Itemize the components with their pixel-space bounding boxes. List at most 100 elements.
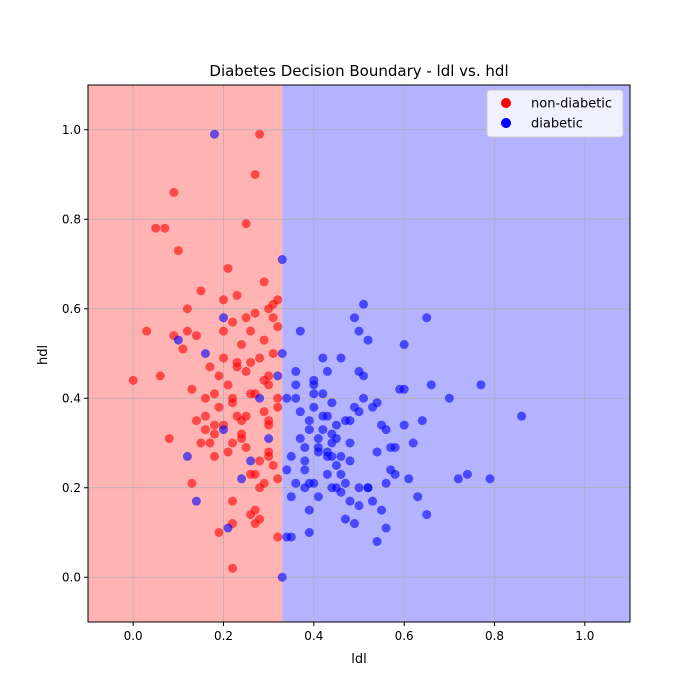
- legend: non-diabetic diabetic: [486, 89, 624, 138]
- legend-marker-diabetic: [501, 118, 511, 128]
- data-point-diabetic-67: [322, 366, 332, 376]
- data-point-non-diabetic-0: [128, 375, 138, 385]
- data-point-diabetic-25: [349, 313, 359, 323]
- data-point-diabetic-85: [372, 398, 382, 408]
- data-point-diabetic-86: [381, 478, 391, 488]
- data-point-non-diabetic-30: [209, 451, 219, 461]
- data-point-diabetic-52: [309, 389, 319, 399]
- data-point-diabetic-40: [417, 416, 427, 426]
- data-point-diabetic-104: [291, 380, 301, 390]
- data-point-non-diabetic-68: [228, 438, 238, 448]
- data-point-diabetic-12: [291, 393, 301, 403]
- data-point-diabetic-76: [291, 366, 301, 376]
- data-point-non-diabetic-6: [187, 384, 197, 394]
- data-point-diabetic-38: [408, 438, 418, 448]
- data-point-non-diabetic-74: [214, 528, 224, 537]
- y-tick-label: 0.6: [62, 302, 81, 316]
- data-point-non-diabetic-8: [200, 425, 210, 435]
- data-point-diabetic-106: [313, 442, 323, 452]
- data-point-non-diabetic-40: [200, 411, 210, 421]
- data-point-diabetic-43: [444, 393, 454, 403]
- data-point-diabetic-50: [291, 478, 301, 488]
- series-diabetic: [173, 129, 527, 582]
- data-point-diabetic-75: [277, 572, 287, 582]
- data-point-diabetic-3: [219, 313, 228, 323]
- data-point-diabetic-56: [345, 496, 355, 506]
- data-point-non-diabetic-49: [187, 478, 197, 488]
- data-point-diabetic-79: [318, 425, 328, 435]
- data-point-diabetic-74: [386, 442, 396, 452]
- data-point-non-diabetic-62: [241, 442, 251, 452]
- data-point-non-diabetic-85: [232, 362, 242, 372]
- data-point-diabetic-48: [517, 411, 527, 421]
- data-point-non-diabetic-9: [205, 362, 215, 372]
- data-point-diabetic-73: [377, 505, 387, 515]
- data-point-diabetic-55: [336, 469, 346, 479]
- series-non-diabetic: [128, 129, 283, 573]
- data-point-diabetic-60: [381, 425, 391, 435]
- data-point-non-diabetic-92: [264, 371, 274, 381]
- data-point-diabetic-100: [327, 438, 337, 448]
- legend-label-diabetic: diabetic: [531, 117, 583, 132]
- data-point-diabetic-119: [200, 349, 210, 358]
- plot-frame: [87, 84, 631, 623]
- data-point-diabetic-0: [173, 335, 183, 345]
- data-point-non-diabetic-88: [241, 313, 251, 323]
- data-point-diabetic-30: [372, 536, 382, 546]
- x-tick-label: 0.6: [395, 629, 414, 643]
- data-point-diabetic-51: [300, 442, 310, 452]
- data-point-non-diabetic-86: [250, 469, 260, 479]
- data-point-diabetic-105: [304, 416, 314, 426]
- data-point-non-diabetic-90: [273, 532, 283, 542]
- data-point-non-diabetic-55: [255, 129, 265, 139]
- data-point-diabetic-117: [322, 447, 332, 457]
- data-point-non-diabetic-79: [268, 460, 278, 470]
- legend-marker-non-diabetic: [501, 98, 511, 108]
- data-point-non-diabetic-65: [268, 349, 278, 358]
- data-point-diabetic-23: [340, 514, 350, 524]
- data-point-diabetic-8: [264, 434, 274, 444]
- x-tick-label: 0.4: [304, 629, 323, 643]
- data-point-non-diabetic-69: [237, 429, 247, 439]
- data-point-non-diabetic-11: [219, 295, 228, 305]
- data-point-diabetic-4: [223, 523, 233, 533]
- data-point-non-diabetic-26: [259, 277, 269, 287]
- data-point-diabetic-98: [309, 402, 319, 412]
- data-point-diabetic-113: [399, 384, 409, 394]
- x-tick-label: 0.2: [214, 629, 233, 643]
- data-point-diabetic-96: [286, 532, 296, 542]
- data-point-diabetic-36: [399, 420, 409, 430]
- data-point-diabetic-103: [354, 483, 364, 493]
- data-point-non-diabetic-15: [246, 326, 256, 336]
- data-point-non-diabetic-3: [164, 434, 174, 444]
- data-point-non-diabetic-94: [209, 420, 219, 430]
- data-point-non-diabetic-18: [273, 393, 283, 403]
- data-point-non-diabetic-91: [250, 519, 260, 529]
- data-point-diabetic-39: [413, 492, 423, 502]
- data-point-diabetic-63: [286, 492, 296, 502]
- data-point-diabetic-109: [277, 255, 287, 265]
- data-point-diabetic-65: [304, 505, 314, 515]
- data-point-diabetic-111: [327, 483, 337, 493]
- plot-area: [87, 84, 631, 623]
- data-point-diabetic-62: [399, 340, 409, 350]
- data-point-diabetic-7: [255, 393, 265, 403]
- data-point-non-diabetic-51: [219, 353, 228, 363]
- data-point-non-diabetic-1: [142, 326, 152, 336]
- x-tick-label: 0.8: [485, 629, 504, 643]
- x-axis-ticks: 0.0 0.2 0.4 0.6 0.8 1.0: [124, 622, 594, 643]
- y-tick-label: 1.0: [62, 123, 81, 137]
- data-point-diabetic-47: [485, 474, 495, 484]
- chart-title: Diabetes Decision Boundary - ldl vs. hdl: [209, 62, 508, 80]
- data-point-diabetic-37: [404, 474, 414, 484]
- data-point-non-diabetic-39: [182, 326, 192, 336]
- data-point-diabetic-46: [476, 380, 486, 390]
- data-point-diabetic-24: [345, 456, 355, 466]
- data-point-diabetic-77: [300, 456, 310, 466]
- decision-region-non-diabetic: [88, 85, 283, 622]
- data-point-non-diabetic-41: [214, 371, 224, 381]
- data-point-diabetic-2: [209, 129, 219, 139]
- data-point-non-diabetic-22: [214, 402, 224, 412]
- y-tick-label: 0.2: [62, 481, 81, 495]
- data-point-non-diabetic-23: [232, 290, 242, 300]
